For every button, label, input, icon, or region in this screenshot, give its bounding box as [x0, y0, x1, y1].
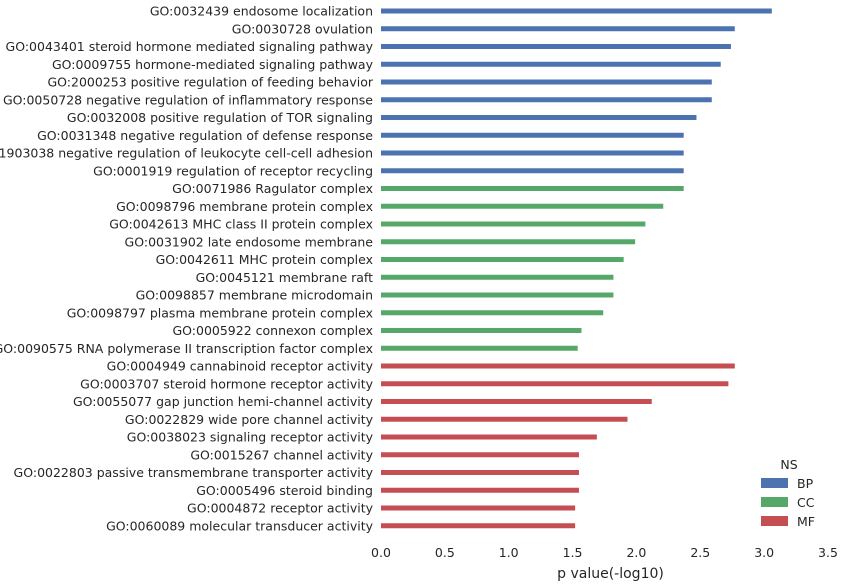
bar-bp	[381, 97, 712, 103]
bar-mf	[381, 363, 735, 369]
bar-cc	[381, 310, 604, 316]
category-label: GO:0098857 membrane microdomain	[136, 288, 373, 303]
x-tick-label: 3.5	[818, 545, 838, 560]
bar-mf	[381, 505, 576, 511]
bar-cc	[381, 328, 582, 333]
category-label: GO:0031902 late endosome membrane	[125, 234, 374, 249]
category-label: GO:0043401 steroid hormone mediated sign…	[6, 39, 374, 54]
category-label: GO:0030728 ovulation	[232, 21, 373, 36]
bars-layer	[381, 8, 772, 529]
category-label: GO:1903038 negative regulation of leukoc…	[0, 146, 373, 161]
legend-swatch-mf	[761, 516, 788, 526]
bar-bp	[381, 132, 684, 138]
category-label: GO:0005922 connexon complex	[172, 323, 373, 338]
category-label: GO:0003707 steroid hormone receptor acti…	[80, 376, 373, 391]
bar-mf	[381, 523, 576, 529]
category-label: GO:0098797 plasma membrane protein compl…	[67, 305, 373, 320]
x-tick-label: 2.0	[626, 545, 646, 560]
category-label: GO:0022829 wide pore channel activity	[125, 412, 374, 427]
bar-bp	[381, 61, 721, 67]
bar-mf	[381, 381, 729, 387]
bar-cc	[381, 274, 614, 280]
category-label: GO:0071986 Ragulator complex	[172, 181, 373, 196]
bar-cc	[381, 203, 664, 209]
bar-bp	[381, 115, 697, 120]
bar-mf	[381, 434, 597, 440]
category-label: GO:0055077 gap junction hemi-channel act…	[73, 394, 374, 409]
category-label: GO:0098796 membrane protein complex	[116, 199, 373, 214]
x-tick-label: 1.5	[563, 545, 583, 560]
bar-cc	[381, 186, 684, 191]
category-label: GO:0038023 signaling receptor activity	[127, 430, 374, 445]
category-labels: GO:0032439 endosome localization GO:00307…	[0, 4, 374, 534]
x-tick-label: 0.0	[371, 545, 391, 560]
bar-bp	[381, 168, 684, 174]
bar-bp	[381, 8, 772, 14]
bar-cc	[381, 239, 636, 245]
x-tick-label: 1.0	[499, 545, 519, 560]
legend-label-cc: CC	[797, 495, 815, 510]
category-label: GO:0031348 negative regulation of defens…	[37, 128, 373, 143]
bar-mf	[381, 399, 652, 404]
category-label: GO:0090575 RNA polymerase II transcripti…	[0, 341, 373, 356]
bar-bp	[381, 26, 735, 32]
category-label: GO:2000253 positive regulation of feedin…	[47, 75, 373, 90]
bar-mf	[381, 470, 579, 475]
legend-swatch-bp	[761, 478, 788, 488]
category-label: GO:0015267 channel activity	[190, 447, 373, 462]
category-label: GO:0042611 MHC protein complex	[156, 252, 373, 267]
legend-label-bp: BP	[797, 476, 814, 491]
legend-label-mf: MF	[797, 514, 815, 529]
legend: NS BP CC MF	[761, 457, 815, 529]
category-label: GO:0032008 positive regulation of TOR si…	[67, 110, 373, 125]
x-tick-label: 3.0	[754, 545, 774, 560]
category-label: GO:0050728 negative regulation of inflam…	[3, 92, 373, 107]
category-label: GO:0060089 molecular transducer activity	[106, 518, 374, 533]
category-label: GO:0004949 cannabinoid receptor activity	[107, 359, 374, 374]
category-label: GO:0045121 membrane raft	[196, 270, 374, 285]
bar-mf	[381, 452, 579, 458]
category-label: GO:0032439 endosome localization	[150, 4, 373, 19]
bar-cc	[381, 292, 614, 298]
legend-swatch-cc	[761, 497, 788, 507]
bar-cc	[381, 257, 624, 262]
category-label: GO:0004872 receptor activity	[187, 501, 374, 516]
bar-bp	[381, 44, 731, 49]
category-label: GO:0022803 passive transmembrane transpo…	[14, 465, 374, 480]
x-tick-label: 2.5	[690, 545, 710, 560]
bar-cc	[381, 345, 578, 351]
x-tick-label: 0.5	[435, 545, 455, 560]
legend-title: NS	[780, 457, 797, 472]
bar-cc	[381, 221, 646, 227]
bar-bp	[381, 79, 712, 85]
category-label: GO:0005496 steroid binding	[196, 483, 373, 498]
category-label: GO:0042613 MHC class II protein complex	[109, 217, 373, 232]
category-label: GO:0001919 regulation of receptor recycl…	[93, 163, 373, 178]
x-axis-ticks: 0.0 0.5 1.0 1.5 2.0 2.5 3.0 3.5	[371, 545, 838, 560]
bar-bp	[381, 150, 684, 156]
category-label: GO:0009755 hormone-mediated signaling pa…	[52, 57, 374, 72]
bar-mf	[381, 416, 628, 422]
bar-mf	[381, 487, 579, 493]
x-axis-label: p value(-log10)	[557, 566, 664, 582]
